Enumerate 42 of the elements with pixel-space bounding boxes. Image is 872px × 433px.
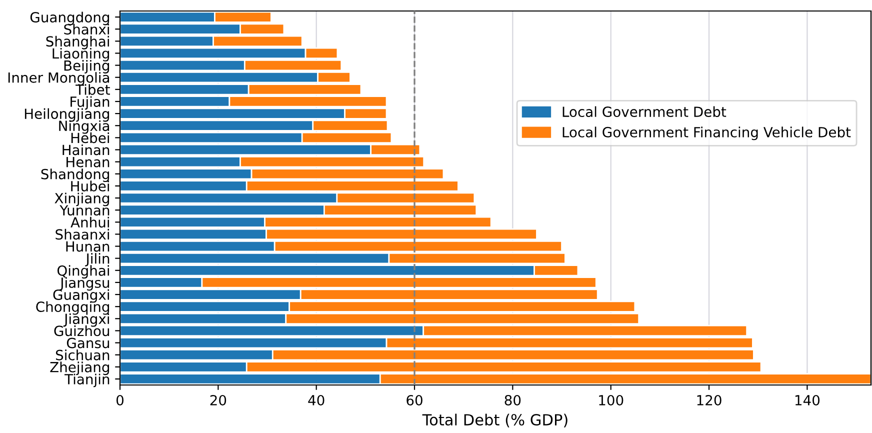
- y-tick-label: Jilin: [85, 253, 110, 266]
- legend-label: Local Government Debt: [562, 106, 726, 118]
- y-tick-label: Shaanxi: [56, 228, 109, 240]
- x-tick-label: 40: [308, 394, 324, 406]
- y-tick-label: Guangxi: [53, 289, 109, 303]
- x-tick-label: 140: [795, 394, 820, 406]
- y-tick-label: Anhui: [70, 216, 109, 228]
- y-tick-label: Xinjiang: [54, 192, 110, 206]
- y-tick-label: Jiangxi: [63, 313, 109, 327]
- y-tick-label: Gansu: [66, 338, 110, 348]
- y-tick-label: Guizhou: [54, 325, 110, 336]
- y-tick-label: Zhejiang: [50, 362, 110, 376]
- y-tick-label: Inner Mongolia: [8, 72, 110, 86]
- y-tick-label: Henan: [66, 156, 110, 168]
- x-axis-title: Total Debt (% GDP): [422, 414, 568, 428]
- y-tick-label: Hainan: [62, 144, 110, 156]
- y-tick-label: Fujian: [70, 96, 110, 110]
- y-tick-label: Yunnan: [60, 205, 110, 216]
- y-tick-label: Heilongjiang: [24, 108, 110, 122]
- y-tick-label: Shanxi: [64, 24, 109, 35]
- y-tick-label: Sichuan: [56, 350, 110, 360]
- x-tick-label: 20: [210, 394, 226, 406]
- y-tick-label: Beijing: [64, 60, 110, 74]
- x-tick-label: 120: [697, 394, 722, 406]
- legend-label: Local Government Financing Vehicle Debt: [562, 126, 851, 140]
- y-tick-label: Hebei: [71, 132, 109, 144]
- y-tick-label: Ningxia: [59, 120, 110, 134]
- y-tick-label: Shanghai: [46, 36, 109, 50]
- y-tick-label: Jiangsu: [59, 277, 110, 291]
- x-tick-label: 80: [504, 394, 521, 406]
- y-tick-label: Hunan: [66, 241, 110, 252]
- y-tick-label: Shandong: [41, 168, 110, 182]
- x-tick-label: 100: [599, 394, 624, 406]
- y-tick-label: Liaoning: [52, 48, 110, 62]
- y-tick-label: Tianjin: [64, 374, 110, 388]
- y-tick-label: Qinghai: [57, 265, 109, 279]
- x-tick-label: 0: [116, 394, 124, 406]
- y-tick-label: Tibet: [76, 84, 110, 95]
- y-tick-label: Guangdong: [30, 12, 110, 26]
- y-tick-label: Hubei: [71, 180, 109, 192]
- y-tick-label: Chongqing: [36, 301, 110, 315]
- x-tick-label: 60: [406, 394, 422, 406]
